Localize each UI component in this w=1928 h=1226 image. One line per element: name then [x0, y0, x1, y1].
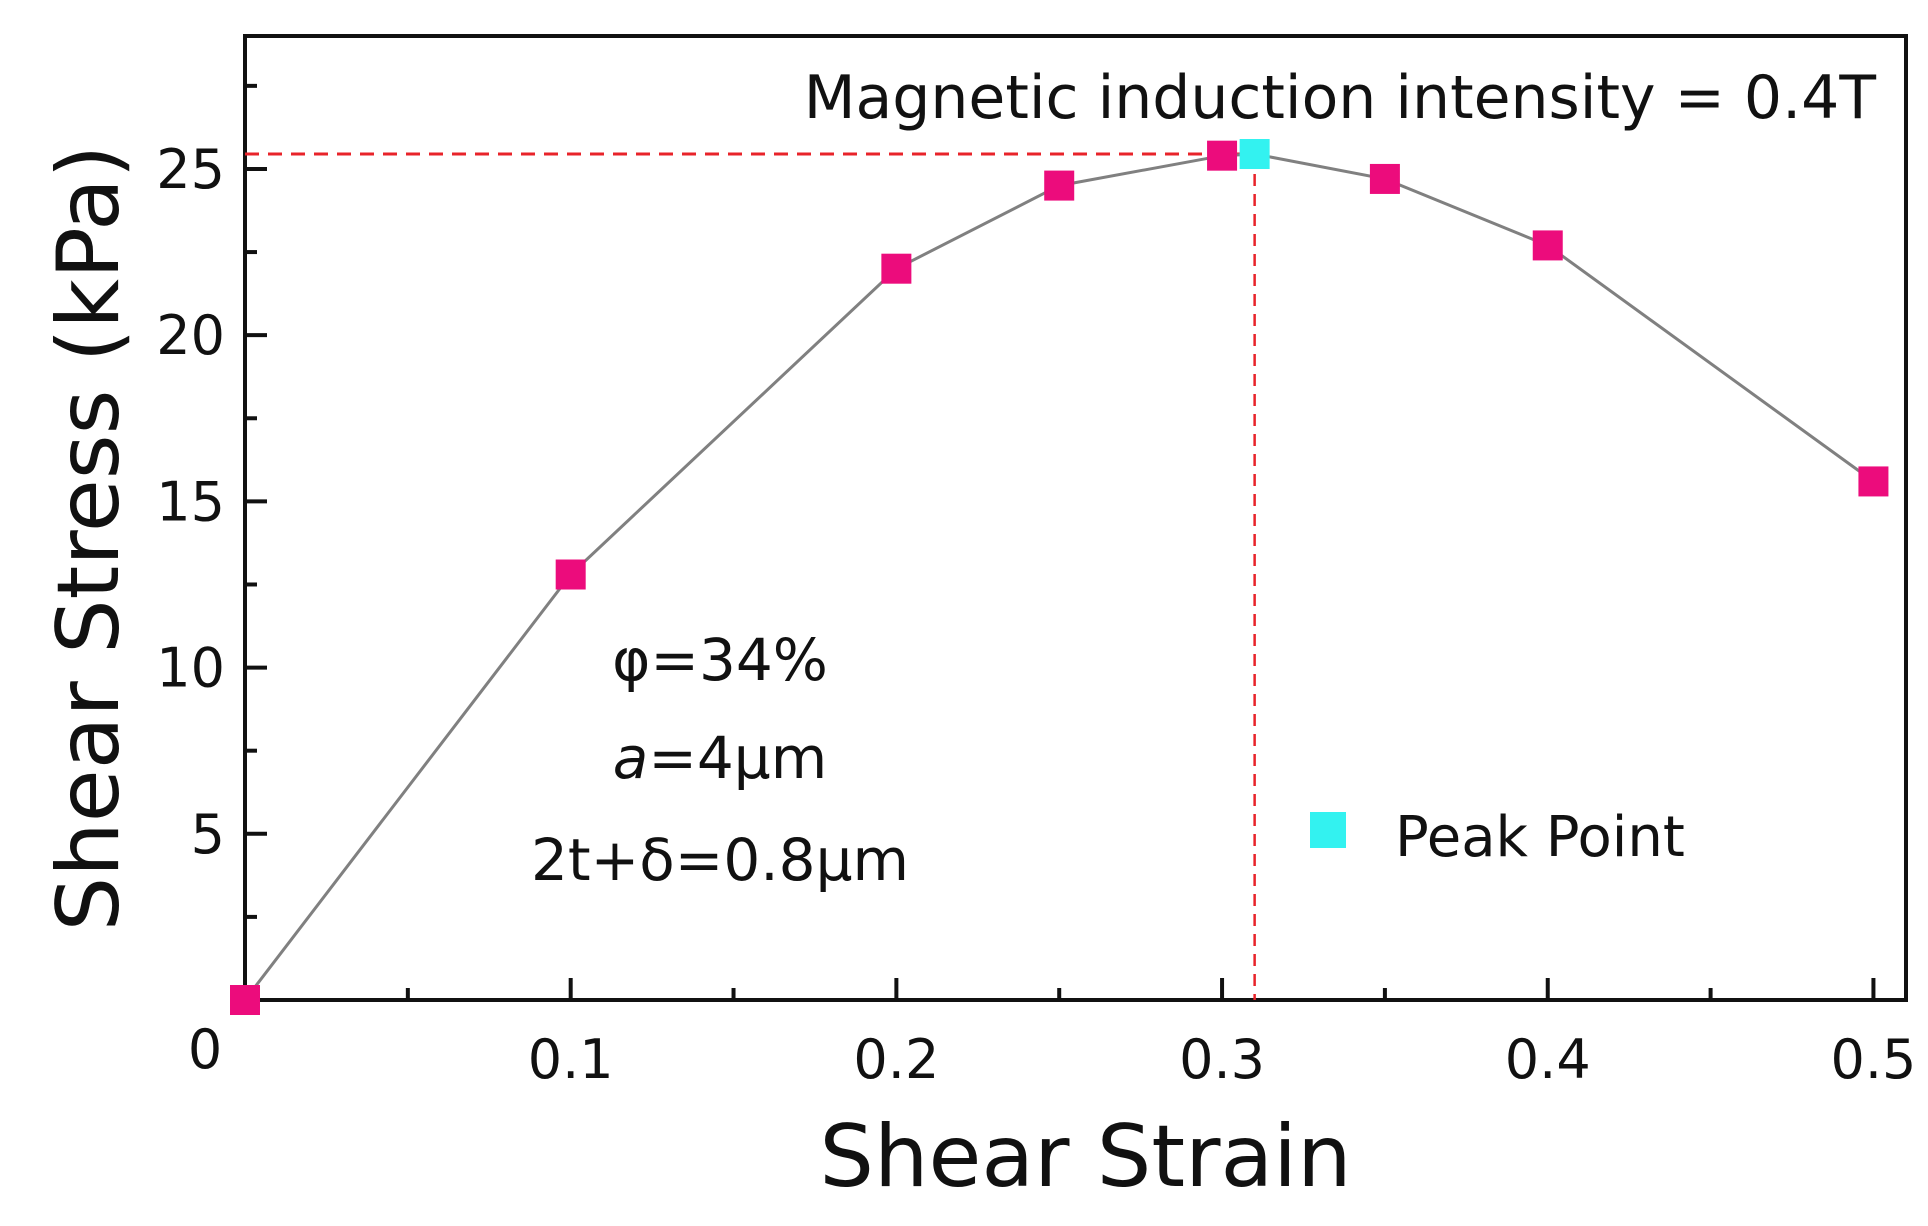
- plot-frame: [243, 34, 1908, 1002]
- data-point: [1858, 466, 1889, 497]
- annotation-particle-size: a=4μm: [613, 724, 827, 792]
- peak-point-marker: [1239, 139, 1270, 170]
- axis-ticks: [245, 83, 1876, 1000]
- data-point: [1532, 230, 1563, 261]
- data-point: [1369, 163, 1400, 194]
- chart-title: Magnetic induction intensity = 0.4T: [804, 63, 1877, 133]
- annotation-particle-size-symbol: a: [613, 724, 649, 792]
- y-tick-label: 15: [156, 470, 225, 533]
- y-tick-label: 10: [156, 637, 225, 700]
- data-point: [881, 253, 912, 284]
- x-tick-label: 0.2: [853, 1028, 939, 1091]
- x-tick-label: 0.5: [1830, 1028, 1916, 1091]
- series-layer: [230, 139, 1889, 1015]
- data-point: [1207, 140, 1238, 171]
- series-line: [243, 152, 1875, 1001]
- y-axis-title: Shear Stress (kPa): [39, 145, 139, 932]
- peak-reference-lines: [245, 152, 1256, 1000]
- annotation-volume-fraction: φ=34%: [612, 626, 828, 694]
- tick-labels: 0.1 0.2 0.3 0.4 0.5 5 10 15 20 25 0: [156, 138, 1916, 1091]
- legend-peak-swatch: [1310, 812, 1346, 848]
- x-tick-label: 0.1: [528, 1028, 614, 1091]
- x-tick-label: 0.3: [1179, 1028, 1265, 1091]
- legend-peak-label: Peak Point: [1395, 805, 1685, 870]
- annotation-gap: 2t+δ=0.8μm: [531, 826, 909, 894]
- annotation-particle-size-value: =4μm: [648, 724, 827, 792]
- x-axis-title: Shear Strain: [819, 1107, 1351, 1207]
- data-point: [230, 985, 260, 1015]
- y-tick-label: 25: [156, 138, 225, 201]
- data-point: [555, 559, 586, 590]
- x-tick-label: 0.4: [1505, 1028, 1591, 1091]
- origin-label: 0: [188, 1018, 222, 1081]
- y-tick-label: 5: [191, 803, 225, 866]
- y-tick-label: 20: [156, 304, 225, 367]
- data-point: [1044, 170, 1075, 201]
